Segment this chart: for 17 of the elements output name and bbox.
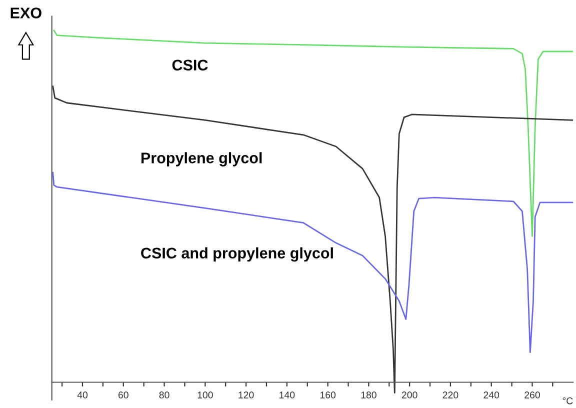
x-tick-label: 120 — [238, 392, 254, 398]
text: EXO — [10, 8, 42, 18]
series-label: Propylene glycol — [141, 152, 262, 166]
x-axis-title: °C — [562, 397, 573, 404]
x-tick-label: 160 — [320, 392, 336, 398]
x-tick-label: 40 — [77, 392, 88, 398]
x-tick-label: 100 — [198, 392, 213, 398]
series-label: CSIC — [172, 60, 208, 71]
x-tick-label: 200 — [402, 392, 418, 398]
x-tick-label: 260 — [524, 392, 540, 398]
x-tick-label: 240 — [484, 392, 500, 398]
x-tick-label: 80 — [159, 392, 170, 398]
x-tick-label: 180 — [361, 392, 376, 398]
x-tick-label: 60 — [118, 392, 128, 398]
series-label: CSIC and propylene glycol — [141, 247, 333, 262]
x-tick-label: 220 — [442, 392, 458, 398]
x-tick-label: 140 — [280, 392, 295, 398]
